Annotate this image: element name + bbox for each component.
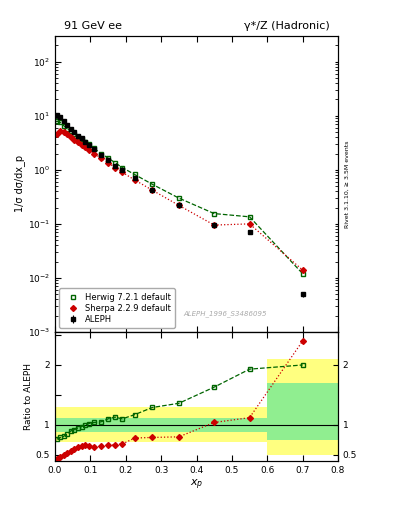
- Herwig 7.2.1 default: [132, 172, 137, 178]
- Sherpa 2.2.9 default: [92, 151, 96, 157]
- Herwig 7.2.1 default: [62, 123, 66, 129]
- Sherpa 2.2.9 default: [176, 202, 181, 208]
- Herwig 7.2.1 default: [76, 134, 81, 140]
- Herwig 7.2.1 default: [79, 136, 84, 142]
- Herwig 7.2.1 default: [120, 164, 125, 170]
- Herwig 7.2.1 default: [83, 139, 88, 145]
- Y-axis label: 1/σ dσ/dx_p: 1/σ dσ/dx_p: [14, 155, 25, 212]
- Herwig 7.2.1 default: [86, 141, 91, 147]
- X-axis label: $x_p$: $x_p$: [190, 477, 203, 492]
- Sherpa 2.2.9 default: [79, 142, 84, 148]
- Y-axis label: Rivet 3.1.10, ≥ 3.5M events: Rivet 3.1.10, ≥ 3.5M events: [345, 140, 349, 228]
- Line: Herwig 7.2.1 default: Herwig 7.2.1 default: [54, 118, 305, 276]
- Herwig 7.2.1 default: [92, 145, 96, 152]
- Y-axis label: Ratio to ALEPH: Ratio to ALEPH: [24, 363, 33, 430]
- Sherpa 2.2.9 default: [120, 169, 125, 175]
- Text: ALEPH_1996_S3486095: ALEPH_1996_S3486095: [183, 310, 266, 317]
- Text: 91 GeV ee: 91 GeV ee: [64, 22, 121, 31]
- Sherpa 2.2.9 default: [62, 129, 66, 135]
- Herwig 7.2.1 default: [247, 214, 252, 220]
- Sherpa 2.2.9 default: [106, 160, 110, 166]
- Sherpa 2.2.9 default: [83, 144, 88, 151]
- Sherpa 2.2.9 default: [113, 164, 118, 170]
- Sherpa 2.2.9 default: [99, 155, 103, 161]
- Sherpa 2.2.9 default: [247, 221, 252, 227]
- Herwig 7.2.1 default: [69, 128, 73, 134]
- Sherpa 2.2.9 default: [69, 134, 73, 140]
- Legend: Herwig 7.2.1 default, Sherpa 2.2.9 default, ALEPH: Herwig 7.2.1 default, Sherpa 2.2.9 defau…: [59, 288, 175, 328]
- Herwig 7.2.1 default: [58, 119, 63, 125]
- Herwig 7.2.1 default: [176, 195, 181, 201]
- Sherpa 2.2.9 default: [58, 128, 63, 134]
- Herwig 7.2.1 default: [113, 160, 118, 166]
- Herwig 7.2.1 default: [72, 131, 77, 137]
- Sherpa 2.2.9 default: [150, 187, 155, 193]
- Herwig 7.2.1 default: [300, 271, 305, 277]
- Text: γ*/Z (Hadronic): γ*/Z (Hadronic): [244, 22, 329, 31]
- Sherpa 2.2.9 default: [72, 137, 77, 143]
- Herwig 7.2.1 default: [150, 181, 155, 187]
- Sherpa 2.2.9 default: [132, 177, 137, 183]
- Sherpa 2.2.9 default: [76, 139, 81, 145]
- Sherpa 2.2.9 default: [300, 267, 305, 273]
- Sherpa 2.2.9 default: [86, 147, 91, 153]
- Herwig 7.2.1 default: [106, 155, 110, 161]
- Sherpa 2.2.9 default: [212, 222, 217, 228]
- Herwig 7.2.1 default: [65, 125, 70, 132]
- Herwig 7.2.1 default: [99, 151, 103, 157]
- Line: Sherpa 2.2.9 default: Sherpa 2.2.9 default: [55, 129, 305, 272]
- Herwig 7.2.1 default: [54, 118, 59, 124]
- Herwig 7.2.1 default: [212, 210, 217, 217]
- Sherpa 2.2.9 default: [65, 132, 70, 138]
- Sherpa 2.2.9 default: [54, 132, 59, 138]
